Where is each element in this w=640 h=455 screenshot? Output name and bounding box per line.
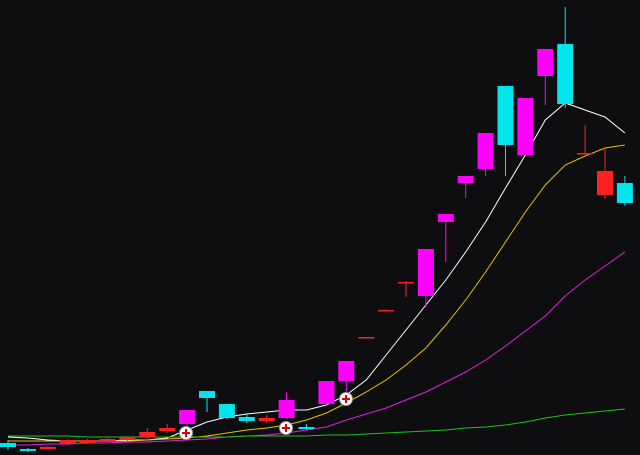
candle-body: [557, 44, 574, 104]
candle-body: [577, 153, 594, 155]
candle-body: [537, 49, 554, 76]
candle-body: [258, 418, 275, 421]
buy-signal: [339, 392, 353, 406]
candle-body: [199, 391, 215, 398]
candle-body: [477, 133, 494, 169]
buy-signal: [279, 421, 293, 435]
ma-line: [8, 251, 626, 446]
candle-body: [338, 361, 355, 381]
signal-icons: [179, 392, 353, 440]
candle-body: [616, 183, 633, 203]
candle-body: [119, 437, 136, 440]
candle-body: [139, 432, 156, 437]
candle-body: [278, 400, 295, 418]
ma-line: [8, 408, 625, 438]
candle-body: [59, 440, 76, 444]
candle-body: [497, 86, 514, 145]
candle-body: [597, 171, 613, 195]
candle-body: [298, 427, 315, 429]
plot: [0, 7, 633, 452]
candle-body: [318, 381, 335, 404]
candle-body: [238, 417, 255, 421]
candle-body: [457, 176, 474, 183]
candle-body: [398, 282, 414, 284]
candle-body: [378, 310, 395, 312]
candle-body: [19, 449, 36, 451]
candle-body: [437, 214, 454, 222]
candle-body: [358, 337, 375, 339]
candle-body: [79, 440, 96, 443]
candle-body: [517, 98, 534, 155]
buy-signal: [179, 426, 193, 440]
candle-body: [179, 410, 196, 424]
candle-body: [0, 443, 16, 447]
candle-body: [159, 428, 176, 431]
candle-body: [99, 439, 116, 441]
candle-body: [39, 447, 56, 449]
candle-body: [417, 249, 434, 296]
candle-body: [218, 404, 235, 418]
